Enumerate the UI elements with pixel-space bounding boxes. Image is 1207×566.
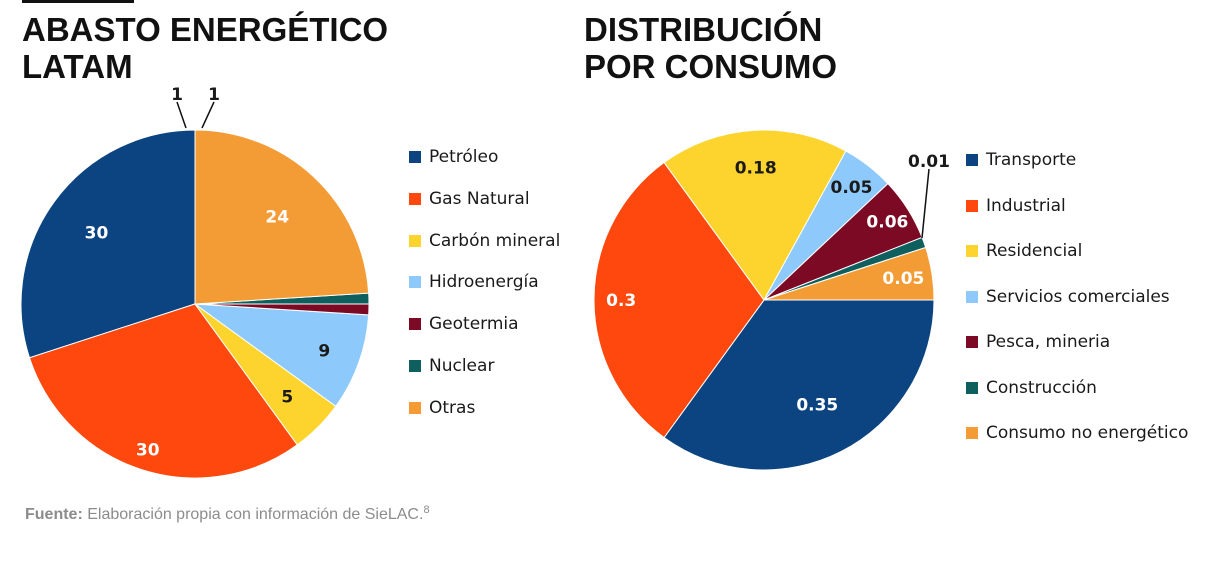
legend-swatch bbox=[966, 290, 978, 303]
slice-label: 24 bbox=[265, 208, 289, 228]
legend-swatch bbox=[409, 318, 421, 331]
pie-slice-abasto-3 bbox=[193, 303, 370, 407]
slice-label: 0.05 bbox=[831, 178, 873, 198]
legend-label: Geotermia bbox=[429, 314, 519, 335]
legend-label: Otras bbox=[429, 397, 476, 418]
legend-swatch bbox=[966, 245, 978, 257]
pie-slice-consumo-0 bbox=[663, 299, 935, 471]
pie-slice-abasto-6 bbox=[194, 129, 370, 305]
slice-label: 1 bbox=[208, 85, 220, 105]
legend-swatch bbox=[409, 360, 421, 372]
slice-label: 0.05 bbox=[882, 269, 924, 289]
source-text: Elaboración propia con información de Si… bbox=[87, 506, 424, 523]
pie-slice-consumo-2 bbox=[663, 129, 847, 301]
slice-label: 0.01 bbox=[908, 152, 950, 172]
top-rule bbox=[22, 0, 134, 3]
callout-line bbox=[176, 101, 187, 129]
legend-swatch bbox=[409, 276, 421, 289]
chart-title-line: POR CONSUMO bbox=[584, 48, 838, 85]
legend-label: Pesca, mineria bbox=[986, 332, 1111, 352]
slice-label: 30 bbox=[85, 223, 109, 243]
legend-swatch bbox=[409, 151, 421, 163]
source-note: Fuente: Elaboración propia con informaci… bbox=[25, 504, 430, 524]
legend-swatch bbox=[409, 234, 421, 247]
pie-slice-consumo-1 bbox=[593, 161, 765, 439]
pie-slice-abasto-1 bbox=[28, 303, 298, 479]
source-footnote: 8 bbox=[423, 504, 430, 516]
legend-swatch bbox=[409, 192, 421, 205]
legend-swatch bbox=[966, 381, 978, 394]
slice-label: 0.18 bbox=[735, 159, 777, 179]
chart-title-distribucion: DISTRIBUCIÓN POR CONSUMO bbox=[584, 11, 837, 85]
legend-swatch bbox=[966, 199, 978, 212]
legend-label: Servicios comerciales bbox=[986, 286, 1170, 307]
legend-label: Industrial bbox=[986, 195, 1066, 216]
pie-slice-abasto-0 bbox=[20, 129, 196, 359]
legend-swatch bbox=[966, 154, 978, 166]
callout-line bbox=[201, 101, 215, 129]
legend-label: Hidroenergía bbox=[429, 272, 539, 293]
slice-label: 30 bbox=[136, 441, 160, 461]
chart-title-line: DISTRIBUCIÓN bbox=[584, 11, 823, 48]
legend-label: Carbón mineral bbox=[429, 230, 561, 251]
slice-label: 0.06 bbox=[866, 213, 908, 233]
legend-label: Construcción bbox=[986, 377, 1097, 398]
pie-slice-consumo-6 bbox=[763, 246, 935, 301]
legend-swatch bbox=[966, 427, 978, 439]
slice-label: 9 bbox=[318, 342, 330, 362]
legend-swatch bbox=[409, 401, 421, 414]
legend-swatch bbox=[966, 336, 978, 348]
legend-label: Petróleo bbox=[429, 147, 499, 167]
chart-title-abasto: ABASTO ENERGÉTICO LATAM bbox=[22, 11, 388, 85]
slice-label: 5 bbox=[281, 387, 293, 407]
legend-label: Residencial bbox=[986, 241, 1083, 261]
legend-label: Consumo no energético bbox=[986, 423, 1189, 443]
legend-label: Gas Natural bbox=[429, 188, 530, 209]
chart-title-line: LATAM bbox=[22, 48, 133, 85]
legend-label: Transporte bbox=[986, 150, 1077, 170]
chart-title-line: ABASTO ENERGÉTICO bbox=[22, 11, 389, 48]
slice-label: 1 bbox=[171, 85, 183, 105]
source-label: Fuente: bbox=[25, 506, 83, 523]
slice-label: 0.35 bbox=[796, 396, 838, 416]
legend-label: Nuclear bbox=[429, 356, 495, 376]
callout-line bbox=[921, 168, 930, 239]
slice-label: 0.3 bbox=[606, 291, 636, 311]
